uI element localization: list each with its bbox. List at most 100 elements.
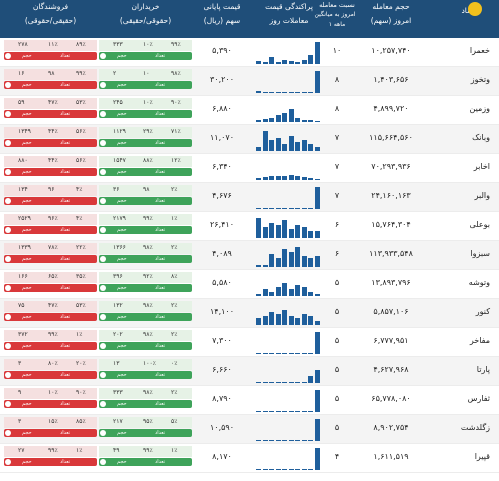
distribution-bar [269, 353, 274, 354]
percent-value: ۵۶٪ [76, 157, 86, 164]
ratio-box: ۱۳۴ ۹۶ ۴٪ [4, 185, 97, 196]
percent-value: ۱۰ [143, 70, 150, 77]
ratio-cell: ۷ [334, 162, 340, 171]
distribution-bar [275, 314, 281, 325]
table-row[interactable]: سبزوا ۱۱۳,۹۳۳,۵۴۸ ۶ ۴,۰۸۹ ۱۳۶۶ ۹۸٪ ۲٪ حجم تعداد ۱… [0, 241, 499, 270]
count-value: ۱۶ [18, 70, 25, 77]
distribution-bar [295, 353, 300, 354]
distribution-bar [295, 411, 300, 412]
distribution-bar [288, 289, 294, 296]
bar-label-count: تعداد [60, 285, 71, 291]
percent-value: ۹۶ [48, 186, 55, 193]
distribution-bar [269, 140, 274, 151]
volume-cell: ۱۳,۸۹۳,۷۹۶ [371, 278, 411, 287]
distribution-bar [282, 382, 287, 383]
table-row[interactable]: ثفارس ۶۵,۷۷۸,۰۸۰ ۵ ۸,۷۹۰ ۳۳۳ ۹۸٪ ۲٪ حجم تعداد ۹ ۱۰… [0, 386, 499, 415]
price-cell: ۶,۳۴۰ [212, 162, 232, 171]
sellers-widget: ۲۷۸ ۱۱٪ ۸۹٪ حجم تعداد [4, 40, 97, 64]
volume-cell: ۱,۴۰۳,۶۵۶ [373, 75, 409, 84]
table-row[interactable]: وزمین ۴,۸۹۹,۷۲۰ ۸ ۶,۸۸۰ ۲۴۵ ۱۰٪ ۹۰٪ حجم تعداد ۵۹ ۴… [0, 96, 499, 125]
percent-value: ۸۵٪ [76, 418, 86, 425]
price-cell: ۵,۵۸۰ [212, 278, 232, 287]
header-sellers: فروشندگان [32, 2, 69, 11]
symbol-cell: وتخوز [470, 75, 490, 84]
ratio-box: ۲۷ ۹۹٪ ۱٪ [4, 446, 97, 457]
count-value: ۲۵۲۹ [18, 215, 31, 222]
table-row[interactable]: زگلدشت ۸,۹۰۲,۷۵۴ ۵ ۱۰,۵۹۰ ۲۱۷ ۹۵٪ ۵٪ حجم تعداد ۳ ۱… [0, 415, 499, 444]
percent-value: ۴۴٪ [48, 157, 58, 164]
table-row[interactable]: اخابر ۷۰,۲۹۳,۹۳۶ ۷ ۶,۳۴۰ ۱۵۴۷ ۸۸٪ ۱۲٪ حجم تعداد ۸… [0, 154, 499, 183]
sellers-widget: ۱۳۳۹ ۷۸٪ ۲۲٪ حجم تعداد [4, 243, 97, 267]
distribution-bar [275, 411, 281, 412]
sellers-widget: ۹ ۱۰٪ ۹۰٪ حجم تعداد [4, 388, 97, 412]
percent-value: ۱۰٪ [48, 389, 58, 396]
distribution-bar [288, 382, 294, 383]
bar-label-count: تعداد [155, 401, 166, 407]
count-value: ۱۳ [113, 360, 120, 367]
table-row[interactable]: مفاخر ۶,۷۷۷,۹۵۱ ۵ ۷,۳۰۰ ۲۰۲ ۹۸٪ ۲٪ حجم تعداد ۳۷۲ ۹… [0, 328, 499, 357]
ratio-bar: حجم تعداد [99, 197, 192, 205]
ratio-box: ۳۷۲ ۹۹٪ ۱٪ [4, 330, 97, 341]
ratio-bar: حجم تعداد [99, 458, 192, 466]
bar-label-volume: حجم [117, 285, 127, 291]
percent-value: ۹۸٪ [143, 389, 153, 396]
table-row[interactable]: وتخوز ۱,۴۰۳,۶۵۶ ۸ ۳۰,۲۰۰ ۲ ۱۰ ۹۸٪ حجم تعداد ۱۶ ۹۸ ۹… [0, 67, 499, 96]
ratio-box: ۱۳۳۹ ۷۸٪ ۲۲٪ [4, 243, 97, 254]
ratio-bar: حجم تعداد [4, 371, 97, 379]
symbol-cell: وزمین [469, 104, 490, 113]
ratio-cell: ۶ [334, 220, 340, 229]
ratio-bar: حجم تعداد [99, 313, 192, 321]
price-cell: ۲۶,۴۱۰ [209, 220, 235, 229]
count-value: ۱۳۳۹ [18, 244, 31, 251]
count-value: ۱۳۶۶ [113, 244, 126, 251]
ratio-box: ۷۵ ۴۷٪ ۵۳٪ [4, 301, 97, 312]
distribution-bar [256, 411, 261, 412]
distribution-bar [308, 92, 313, 93]
count-value: ۲۷۸ [18, 41, 28, 48]
table-row[interactable]: وبانک ۱۱۵,۶۶۴,۵۶۰ ۷ ۱۱,۰۷۰ ۱۱۲۹ ۲۹٪ ۷۱٪ حجم تعدا… [0, 125, 499, 154]
distribution-bar [282, 59, 287, 64]
table-row[interactable]: والبر ۲۴,۱۶۰,۱۶۳ ۷ ۴,۶۷۶ ۳۶ ۹۸ ۲٪ حجم تعداد ۱۳۴ ۹۶… [0, 183, 499, 212]
count-value: ۳ [18, 360, 22, 367]
distribution-bar [288, 174, 294, 180]
percent-value: ۸٪ [171, 273, 178, 280]
count-value: ۹ [18, 389, 22, 396]
bar-label-count: تعداد [60, 111, 71, 117]
count-value: ۳۳۳ [113, 389, 123, 396]
table-row[interactable]: پارتا ۴,۶۲۷,۹۶۸ ۵ ۶,۶۶۰ ۱۳ ۱۰۰٪ ۰٪ حجم تعداد ۳ ۸۰٪… [0, 357, 499, 386]
distribution-bar [269, 175, 274, 180]
distribution-bar [269, 222, 274, 238]
distribution-bar [295, 142, 300, 151]
percent-value: ۵۶٪ [76, 128, 86, 135]
table-header: نماد حجم معامله امروز (سهم) نسبت معامله … [0, 0, 499, 38]
percent-value: ۹۹٪ [48, 331, 58, 338]
percent-value: ۹۸٪ [143, 331, 153, 338]
distribution-bar [301, 314, 307, 325]
bar-label-volume: حجم [22, 140, 32, 146]
person-icon [100, 82, 106, 88]
price-distribution-chart [256, 70, 322, 93]
table-row[interactable]: بوعلی ۱۵,۷۶۴,۳۰۴ ۶ ۲۶,۴۱۰ ۲۱۷۹ ۹۹٪ ۱٪ حجم تعداد ۲… [0, 212, 499, 241]
bar-label-volume: حجم [22, 111, 32, 117]
person-icon [100, 227, 106, 233]
distribution-bar [288, 135, 294, 151]
table-row[interactable]: کنور ۵,۸۵۷,۱۰۶ ۵ ۱۴,۱۰۰ ۱۳۲ ۹۸٪ ۲٪ حجم تعداد ۷۵ ۴۷… [0, 299, 499, 328]
ratio-cell: ۵ [334, 336, 340, 345]
distribution-bar [262, 131, 268, 151]
table-row[interactable]: قپیرا ۱,۶۱۱,۵۱۹ ۴ ۸,۱۷۰ ۴۹ ۹۹٪ ۱٪ حجم تعداد ۲۷ ۹۹٪… [0, 444, 499, 473]
distribution-bar [256, 177, 261, 180]
person-icon [100, 111, 106, 117]
percent-value: ۹۹٪ [76, 70, 86, 77]
ratio-bar: حجم تعداد [4, 81, 97, 89]
ratio-bar: حجم تعداد [99, 284, 192, 292]
table-row[interactable]: خعمرا ۱۰,۲۵۷,۷۴۰ ۱۰ ۵,۳۹۰ ۳۳۳ ۱۰٪ ۹۹٪ حجم تعداد ۲… [0, 38, 499, 67]
table-row[interactable]: وتوشه ۱۳,۸۹۳,۷۹۶ ۵ ۵,۵۸۰ ۳۹۶ ۹۲٪ ۸٪ حجم تعداد ۱۶۶… [0, 270, 499, 299]
distribution-bar [275, 115, 281, 122]
distribution-bar [295, 318, 300, 325]
distribution-bar [262, 208, 268, 209]
symbol-cell: وبانک [472, 133, 490, 142]
symbol-cell: قپیرا [474, 452, 490, 461]
volume-cell: ۲۴,۱۶۰,۱۶۳ [371, 191, 411, 200]
distribution-bar [295, 382, 300, 383]
distribution-bar [308, 353, 313, 354]
